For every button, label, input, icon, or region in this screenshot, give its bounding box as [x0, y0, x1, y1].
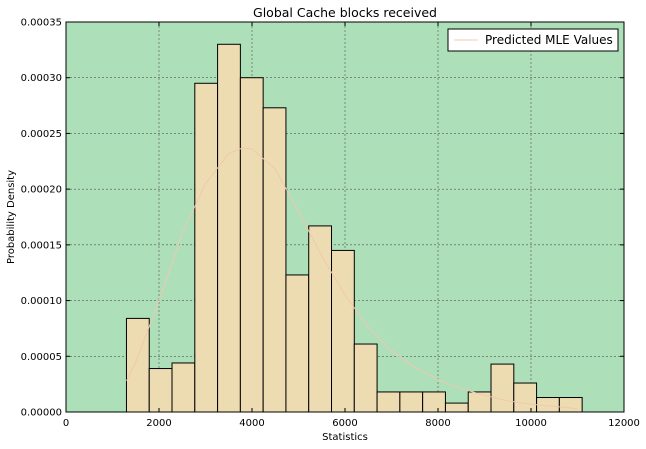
legend-box	[447, 28, 619, 52]
histogram-bar	[513, 382, 538, 413]
x-tick-label: 2000	[146, 418, 171, 429]
y-tick-label: 0.00000	[21, 408, 62, 419]
histogram-bar	[399, 391, 424, 413]
x-tick-label: 8000	[425, 418, 450, 429]
y-tick-label: 0.00005	[21, 352, 62, 363]
x-tick-label: 4000	[239, 418, 264, 429]
legend-label: Predicted MLE Values	[485, 33, 613, 47]
histogram-bar	[490, 363, 515, 413]
axis-ticks: 0 2000 4000 6000 8000 10000 12000 0.00000 0.0000…	[21, 18, 640, 430]
y-tick-label: 0.00035	[21, 18, 62, 29]
histogram-bar	[125, 317, 150, 413]
mle-curve	[126, 147, 578, 410]
histogram-bar	[558, 397, 583, 413]
y-tick-label: 0.00025	[21, 129, 62, 140]
histogram-bar	[194, 82, 219, 413]
histogram-bar	[331, 249, 355, 413]
histogram-bar	[262, 107, 287, 413]
histogram-bar	[422, 391, 446, 413]
histogram-bar	[353, 343, 378, 413]
x-tick-label: 12000	[608, 418, 640, 429]
y-axis-label: Probability Density	[6, 170, 17, 264]
y-tick-label: 0.00010	[21, 296, 62, 307]
y-tick-label: 0.00015	[21, 240, 62, 251]
chart-title: Global Cache blocks received	[253, 5, 437, 20]
histogram-bar	[148, 368, 173, 413]
histogram-bar	[444, 402, 469, 413]
histogram-bar	[285, 274, 310, 413]
x-tick-label: 6000	[332, 418, 357, 429]
legend: Predicted MLE Values	[447, 28, 619, 52]
histogram-bar	[217, 43, 241, 413]
histogram-bar	[467, 391, 492, 413]
histogram-bar	[239, 77, 264, 413]
grid	[66, 22, 624, 412]
histogram-bar	[376, 391, 401, 413]
histogram-bar	[171, 362, 196, 413]
x-tick-label: 0	[63, 418, 69, 429]
x-axis-label: Statistics	[322, 432, 368, 443]
y-tick-label: 0.00020	[21, 185, 62, 196]
y-tick-label: 0.00030	[21, 73, 62, 84]
x-tick-label: 10000	[515, 418, 547, 429]
